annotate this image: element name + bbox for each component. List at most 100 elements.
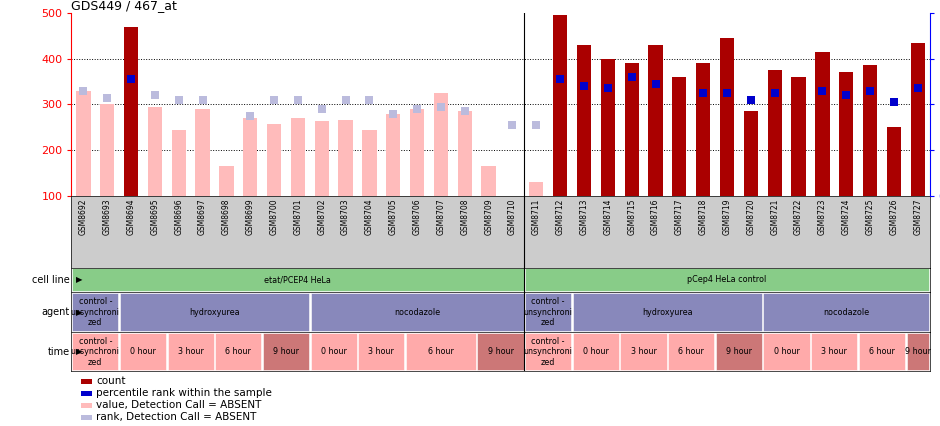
Text: GSM8712: GSM8712 xyxy=(556,199,565,235)
FancyBboxPatch shape xyxy=(763,294,929,331)
Text: control -
unsynchroni
zed: control - unsynchroni zed xyxy=(70,297,119,327)
Text: 3 hour: 3 hour xyxy=(368,347,394,356)
FancyBboxPatch shape xyxy=(72,268,524,291)
Text: GSM8706: GSM8706 xyxy=(413,199,422,236)
Point xyxy=(601,85,616,92)
Text: time: time xyxy=(47,347,70,357)
FancyBboxPatch shape xyxy=(525,268,929,291)
Text: GSM8699: GSM8699 xyxy=(245,199,255,236)
Text: GSM8700: GSM8700 xyxy=(270,199,278,236)
Bar xyxy=(791,77,806,196)
Bar xyxy=(529,182,543,196)
Bar xyxy=(458,111,472,196)
Text: cell line: cell line xyxy=(32,275,70,285)
Bar xyxy=(315,121,329,196)
Bar xyxy=(81,391,92,396)
Text: GSM8702: GSM8702 xyxy=(318,199,326,235)
Point xyxy=(148,92,163,99)
Text: GSM8693: GSM8693 xyxy=(102,199,112,236)
Text: GSM8708: GSM8708 xyxy=(461,199,469,235)
FancyBboxPatch shape xyxy=(310,333,357,370)
Text: 3 hour: 3 hour xyxy=(631,347,656,356)
Text: GSM8707: GSM8707 xyxy=(436,199,446,236)
Bar xyxy=(649,45,663,196)
Point xyxy=(267,96,282,103)
Text: ▶: ▶ xyxy=(76,275,83,285)
FancyBboxPatch shape xyxy=(119,294,309,331)
Text: agent: agent xyxy=(41,307,70,317)
Text: GSM8703: GSM8703 xyxy=(341,199,350,236)
Point xyxy=(505,121,520,128)
Text: GSM8705: GSM8705 xyxy=(389,199,398,236)
Bar xyxy=(624,63,639,196)
Point xyxy=(433,103,448,110)
Bar xyxy=(100,104,115,196)
Point xyxy=(76,87,91,94)
Point xyxy=(362,96,377,103)
Point xyxy=(624,74,639,81)
Text: nocodazole: nocodazole xyxy=(823,308,870,317)
Bar xyxy=(196,109,210,196)
Text: GSM8720: GSM8720 xyxy=(746,199,756,235)
Text: 0 hour: 0 hour xyxy=(321,347,347,356)
Bar xyxy=(243,118,258,196)
Bar xyxy=(911,43,925,196)
Bar xyxy=(553,15,568,196)
Point xyxy=(529,121,544,128)
FancyBboxPatch shape xyxy=(525,294,572,331)
FancyBboxPatch shape xyxy=(906,333,929,370)
Point xyxy=(385,110,400,117)
Text: 9 hour: 9 hour xyxy=(726,347,752,356)
Text: value, Detection Call = ABSENT: value, Detection Call = ABSENT xyxy=(96,400,261,410)
Text: GSM8723: GSM8723 xyxy=(818,199,827,235)
Text: GSM8696: GSM8696 xyxy=(174,199,183,236)
Text: rank, Detection Call = ABSENT: rank, Detection Call = ABSENT xyxy=(96,412,257,422)
Text: GSM8695: GSM8695 xyxy=(150,199,160,236)
FancyBboxPatch shape xyxy=(310,294,524,331)
Point xyxy=(457,108,472,115)
FancyBboxPatch shape xyxy=(811,333,857,370)
Bar xyxy=(768,70,782,196)
FancyBboxPatch shape xyxy=(763,333,809,370)
Text: hydroxyurea: hydroxyurea xyxy=(189,308,240,317)
Bar xyxy=(720,38,734,196)
Point xyxy=(648,81,663,87)
Text: nocodazole: nocodazole xyxy=(394,308,440,317)
Point xyxy=(910,85,925,92)
Text: GSM8719: GSM8719 xyxy=(723,199,731,235)
Text: GSM8692: GSM8692 xyxy=(79,199,87,235)
Text: ▶: ▶ xyxy=(76,347,83,356)
Text: GSM8715: GSM8715 xyxy=(627,199,636,235)
Bar xyxy=(386,113,400,196)
Text: GSM8710: GSM8710 xyxy=(508,199,517,235)
Text: GSM8701: GSM8701 xyxy=(293,199,303,235)
Bar xyxy=(148,106,162,196)
Text: 6 hour: 6 hour xyxy=(428,347,454,356)
FancyBboxPatch shape xyxy=(478,333,524,370)
Bar xyxy=(410,109,424,196)
Text: GSM8717: GSM8717 xyxy=(675,199,683,235)
Text: hydroxyurea: hydroxyurea xyxy=(642,308,693,317)
Bar xyxy=(481,166,495,196)
Point xyxy=(243,112,258,119)
Text: GSM8725: GSM8725 xyxy=(866,199,874,235)
Text: 6 hour: 6 hour xyxy=(870,347,895,356)
Text: GSM8726: GSM8726 xyxy=(889,199,899,235)
Text: GSM8697: GSM8697 xyxy=(198,199,207,236)
Point xyxy=(719,89,734,96)
FancyBboxPatch shape xyxy=(572,333,619,370)
Text: 9 hour: 9 hour xyxy=(488,347,513,356)
Text: 0 hour: 0 hour xyxy=(130,347,156,356)
Text: GDS449 / 467_at: GDS449 / 467_at xyxy=(71,0,178,12)
Point xyxy=(696,89,711,96)
Point xyxy=(838,92,854,99)
Text: GSM8718: GSM8718 xyxy=(698,199,708,235)
Bar xyxy=(863,66,877,196)
Point xyxy=(290,96,306,103)
Text: etat/PCEP4 HeLa: etat/PCEP4 HeLa xyxy=(264,275,332,285)
Text: 6 hour: 6 hour xyxy=(679,347,704,356)
Bar xyxy=(672,77,686,196)
FancyBboxPatch shape xyxy=(572,294,762,331)
Point xyxy=(576,83,591,89)
FancyBboxPatch shape xyxy=(716,333,762,370)
